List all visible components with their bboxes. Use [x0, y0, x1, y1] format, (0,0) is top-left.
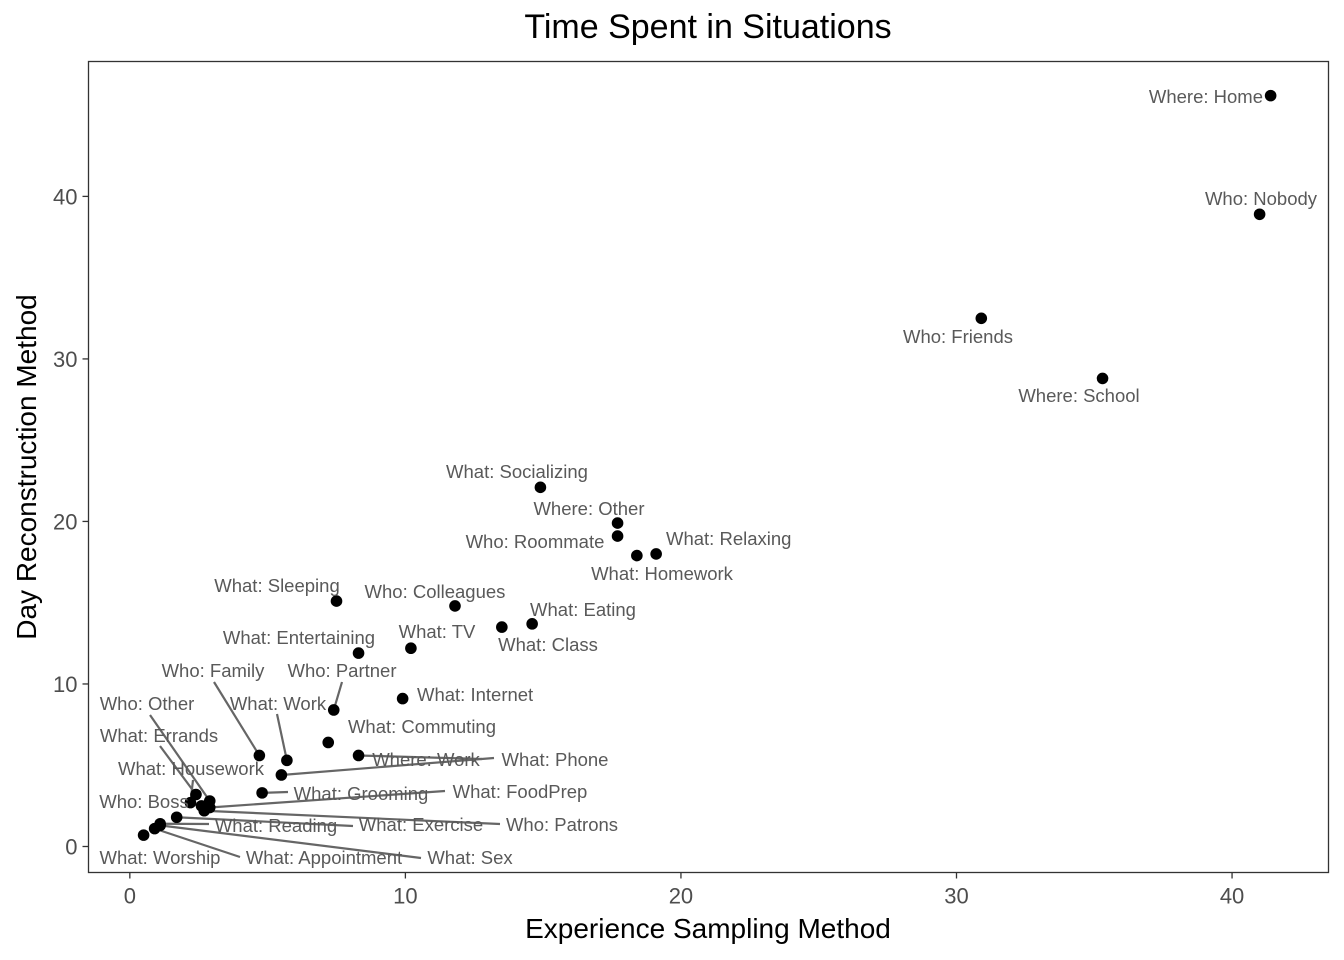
point-label: What: Relaxing — [666, 528, 791, 549]
data-point — [975, 312, 988, 325]
x-tick-label: 10 — [393, 884, 417, 909]
data-point — [322, 736, 335, 749]
data-point — [275, 769, 288, 781]
point-label: Who: Other — [100, 693, 195, 714]
data-point — [611, 530, 624, 542]
y-tick-label: 10 — [53, 672, 77, 697]
y-tick-label: 30 — [53, 347, 77, 372]
data-point — [253, 749, 266, 762]
y-tick-label: 20 — [53, 509, 77, 534]
point-label: What: Homework — [591, 563, 734, 584]
point-label: Who: Nobody — [1205, 188, 1318, 209]
data-point — [1096, 372, 1109, 385]
data-point — [198, 804, 211, 817]
x-axis: 0 10 20 30 40 — [124, 872, 1244, 909]
leader-line — [213, 681, 261, 757]
chart-title: Time Spent in Situations — [524, 8, 891, 46]
data-point — [611, 517, 624, 529]
point-label: Who: Patrons — [506, 814, 618, 835]
data-point — [281, 754, 293, 767]
leader-line — [176, 816, 354, 828]
data-point — [396, 692, 409, 705]
point-label: What: Worship — [100, 847, 221, 868]
leader-line — [154, 827, 241, 859]
x-axis-title: Experience Sampling Method — [525, 913, 891, 944]
plot-panel — [87, 60, 1330, 874]
point-label: What: Class — [498, 634, 598, 655]
leader-line — [281, 756, 495, 777]
data-point — [170, 811, 183, 824]
point-label: Who: Family — [162, 660, 266, 681]
data-point — [330, 595, 343, 607]
data-point — [650, 548, 662, 560]
data-point — [190, 788, 202, 801]
label-leader-lines — [149, 681, 501, 860]
point-label: Who: Friends — [903, 326, 1013, 347]
point-label: What: TV — [399, 621, 476, 642]
point-label: Who: Boss — [99, 791, 188, 812]
data-point — [137, 829, 150, 841]
point-label: What: Exercise — [359, 814, 483, 835]
data-point — [327, 704, 340, 716]
point-label: Where: Work — [372, 749, 480, 770]
y-axis: 0 10 20 30 40 — [53, 184, 89, 859]
leader-line — [358, 754, 483, 761]
data-points — [137, 89, 1277, 841]
point-label: What: Reading — [215, 815, 337, 836]
data-point — [154, 819, 166, 832]
leader-line — [160, 824, 422, 860]
x-tick-label: 40 — [1220, 884, 1244, 909]
y-tick-label: 40 — [53, 184, 77, 209]
point-label: What: Work — [230, 693, 327, 714]
data-point — [352, 749, 365, 762]
point-label: What: Commuting — [348, 716, 496, 737]
point-label: What: Socializing — [446, 461, 588, 482]
data-point — [526, 618, 538, 630]
y-tick-label: 0 — [65, 834, 77, 859]
point-label: Where: Home — [1149, 86, 1263, 107]
data-point — [256, 787, 268, 799]
point-label: Who: Colleagues — [365, 581, 506, 602]
point-label: What: Sleeping — [214, 575, 339, 596]
point-labels: Where: Home Who: Nobody Who: Friends Where:… — [99, 86, 1318, 868]
x-tick-label: 30 — [944, 884, 968, 909]
point-label: Who: Roommate — [466, 531, 605, 552]
data-point — [534, 481, 547, 494]
point-label: Where: School — [1018, 385, 1139, 406]
point-label: What: Errands — [100, 725, 218, 746]
point-label: What: Phone — [502, 749, 609, 770]
point-label: Where: Other — [533, 498, 644, 519]
leader-line — [149, 714, 211, 802]
point-label: What: Entertaining — [223, 627, 375, 648]
point-label: What: Housework — [118, 758, 265, 779]
data-point — [184, 796, 197, 809]
leader-line — [275, 713, 288, 761]
data-point — [449, 600, 461, 612]
leader-line — [159, 745, 197, 796]
y-axis-title: Day Reconstruction Method — [11, 294, 42, 640]
point-label: What: FoodPrep — [453, 781, 588, 802]
data-point — [631, 549, 643, 562]
data-point — [352, 647, 365, 659]
data-point — [1253, 208, 1266, 221]
data-point — [1264, 89, 1277, 102]
leader-line — [209, 789, 446, 809]
point-label: What: Sex — [427, 847, 513, 868]
data-point — [405, 642, 417, 655]
point-label: What: Internet — [417, 684, 533, 705]
data-point — [496, 621, 508, 633]
point-label: Who: Partner — [288, 660, 397, 681]
point-label: What: Appointment — [246, 847, 402, 868]
x-tick-label: 20 — [669, 884, 693, 909]
leader-line — [204, 809, 501, 826]
point-label: What: Eating — [530, 599, 636, 620]
point-label: What: Grooming — [294, 783, 429, 804]
x-tick-label: 0 — [124, 884, 136, 909]
